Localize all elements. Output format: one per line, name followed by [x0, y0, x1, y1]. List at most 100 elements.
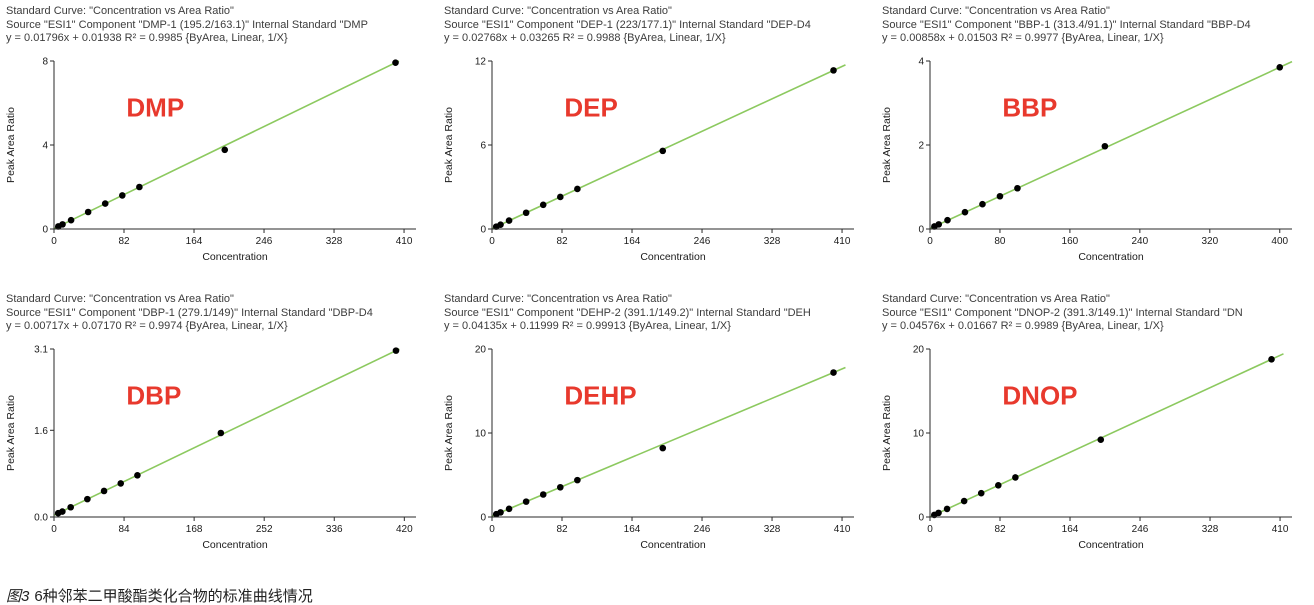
x-axis-label: Concentration: [640, 539, 706, 551]
x-tick-label: 328: [764, 524, 781, 535]
x-tick-label: 0: [489, 236, 495, 247]
chart-plot-dmp: 0 82 164 246 328 410 0 4 8 Peak Area Ratio Concent…: [2, 51, 440, 270]
chart-equation: y = 0.00717x + 0.07170 R² = 0.9974 {ByAr…: [6, 320, 288, 332]
chart-header: Standard Curve: "Concentration vs Area R…: [440, 291, 878, 334]
chart-title: Standard Curve: "Concentration vs Area R…: [882, 5, 1110, 17]
data-point: [1268, 355, 1275, 363]
x-tick-label: 0: [51, 236, 57, 247]
x-tick-label: 420: [396, 524, 413, 535]
fit-line: [491, 366, 846, 517]
chart-title: Standard Curve: "Concentration vs Area R…: [444, 293, 672, 305]
chart-panel-dbp: Standard Curve: "Concentration vs Area R…: [2, 291, 440, 579]
x-tick-label: 328: [326, 236, 343, 247]
data-point: [960, 497, 968, 504]
compound-label: DEP: [564, 92, 617, 122]
data-point: [961, 208, 969, 215]
y-axis-label: Peak Area Ratio: [881, 106, 893, 182]
compound-label: DBP: [126, 380, 181, 410]
standard-curve-svg: 0 80 160 240 320 400 0 2 4 Peak Area Ratio Concent…: [881, 56, 1293, 263]
data-point: [557, 483, 564, 491]
data-point: [574, 185, 581, 192]
chart-source: Source "ESI1" Component "DEP-1 (223/177.…: [444, 18, 811, 31]
y-tick-label: 12: [475, 56, 487, 67]
data-point: [944, 216, 951, 223]
chart-equation: y = 0.04135x + 0.11999 R² = 0.99913 {ByA…: [444, 320, 731, 332]
y-tick-label: 4: [42, 140, 48, 151]
x-axis-label: Concentration: [202, 539, 268, 551]
y-tick-label: 0: [42, 224, 48, 235]
x-tick-label: 164: [186, 236, 203, 247]
chart-plot-dep: 0 82 164 246 328 410 0 6 12 Peak Area Ratio Concen…: [440, 51, 878, 270]
chart-header: Standard Curve: "Concentration vs Area R…: [878, 291, 1314, 334]
y-tick-label: 10: [913, 428, 925, 439]
figure-caption-text: 6种邻苯二甲酸酯类化合物的标准曲线情况: [34, 588, 313, 605]
data-point: [505, 216, 513, 224]
x-tick-label: 246: [256, 236, 273, 247]
y-tick-label: 2: [918, 140, 924, 151]
compound-label: DNOP: [1002, 380, 1077, 410]
data-point: [497, 508, 504, 516]
chart-panel-bbp: Standard Curve: "Concentration vs Area R…: [878, 3, 1314, 291]
data-point: [392, 58, 399, 66]
y-tick-label: 10: [475, 428, 487, 439]
x-axis-label: Concentration: [640, 251, 706, 263]
x-tick-label: 240: [1132, 236, 1149, 247]
compound-label: BBP: [1002, 92, 1057, 122]
x-tick-label: 82: [994, 524, 1006, 535]
x-tick-label: 0: [927, 524, 933, 535]
compound-label: DEHP: [564, 380, 636, 410]
x-axis-label: Concentration: [1078, 539, 1144, 551]
data-point: [539, 490, 547, 498]
y-tick-label: 0: [918, 224, 924, 235]
data-point: [134, 471, 141, 479]
data-point: [522, 497, 530, 505]
data-point: [1014, 184, 1021, 192]
y-tick-label: 20: [913, 344, 925, 355]
y-tick-label: 20: [475, 344, 487, 355]
fit-line: [491, 63, 846, 229]
chart-panel-dep: Standard Curve: "Concentration vs Area R…: [440, 3, 878, 291]
x-tick-label: 0: [927, 236, 933, 247]
x-tick-label: 168: [186, 524, 203, 535]
x-tick-label: 246: [694, 524, 711, 535]
data-point: [59, 507, 66, 515]
chart-panel-dnop: Standard Curve: "Concentration vs Area R…: [878, 291, 1314, 579]
x-tick-label: 164: [1062, 524, 1079, 535]
compound-label: DMP: [126, 92, 184, 122]
x-tick-label: 0: [51, 524, 57, 535]
chart-header: Standard Curve: "Concentration vs Area R…: [878, 3, 1314, 46]
x-tick-label: 320: [1201, 236, 1218, 247]
chart-plot-dbp: 0 84 168 252 336 420 0.0 1.6 3.1 Peak Area Ratio C…: [2, 339, 440, 558]
data-point: [522, 208, 530, 216]
y-tick-label: 0: [918, 512, 924, 523]
chart-source: Source "ESI1" Component "BBP-1 (313.4/91…: [882, 18, 1251, 31]
y-axis-label: Peak Area Ratio: [881, 394, 893, 470]
y-tick-label: 1.6: [34, 425, 48, 436]
x-tick-label: 164: [624, 236, 641, 247]
data-point: [935, 220, 943, 228]
data-point: [217, 429, 225, 436]
y-axis-label: Peak Area Ratio: [5, 106, 17, 182]
chart-title: Standard Curve: "Concentration vs Area R…: [444, 5, 672, 17]
fit-line: [929, 60, 1293, 229]
x-tick-label: 328: [764, 236, 781, 247]
x-tick-label: 80: [994, 236, 1006, 247]
data-point: [100, 487, 108, 494]
data-point: [136, 183, 143, 190]
chart-plot-bbp: 0 80 160 240 320 400 0 2 4 Peak Area Ratio Concent…: [878, 51, 1314, 270]
y-axis-label: Peak Area Ratio: [443, 394, 455, 470]
chart-title: Standard Curve: "Concentration vs Area R…: [6, 5, 234, 17]
chart-header: Standard Curve: "Concentration vs Area R…: [440, 3, 878, 46]
data-point: [830, 66, 837, 74]
standard-curves-figure: Standard Curve: "Concentration vs Area R…: [2, 3, 1314, 579]
chart-equation: y = 0.00858x + 0.01503 R² = 0.9977 {ByAr…: [882, 32, 1164, 44]
standard-curve-svg: 0 82 164 246 328 410 0 10 20 Peak Area Ratio Conce…: [443, 344, 854, 551]
data-point: [59, 220, 66, 228]
x-tick-label: 84: [119, 524, 131, 535]
x-tick-label: 410: [834, 524, 851, 535]
data-point: [996, 192, 1004, 200]
x-axis-label: Concentration: [202, 251, 268, 263]
data-point: [659, 147, 667, 154]
chart-source: Source "ESI1" Component "DEHP-2 (391.1/1…: [444, 306, 811, 319]
data-point: [505, 505, 513, 512]
